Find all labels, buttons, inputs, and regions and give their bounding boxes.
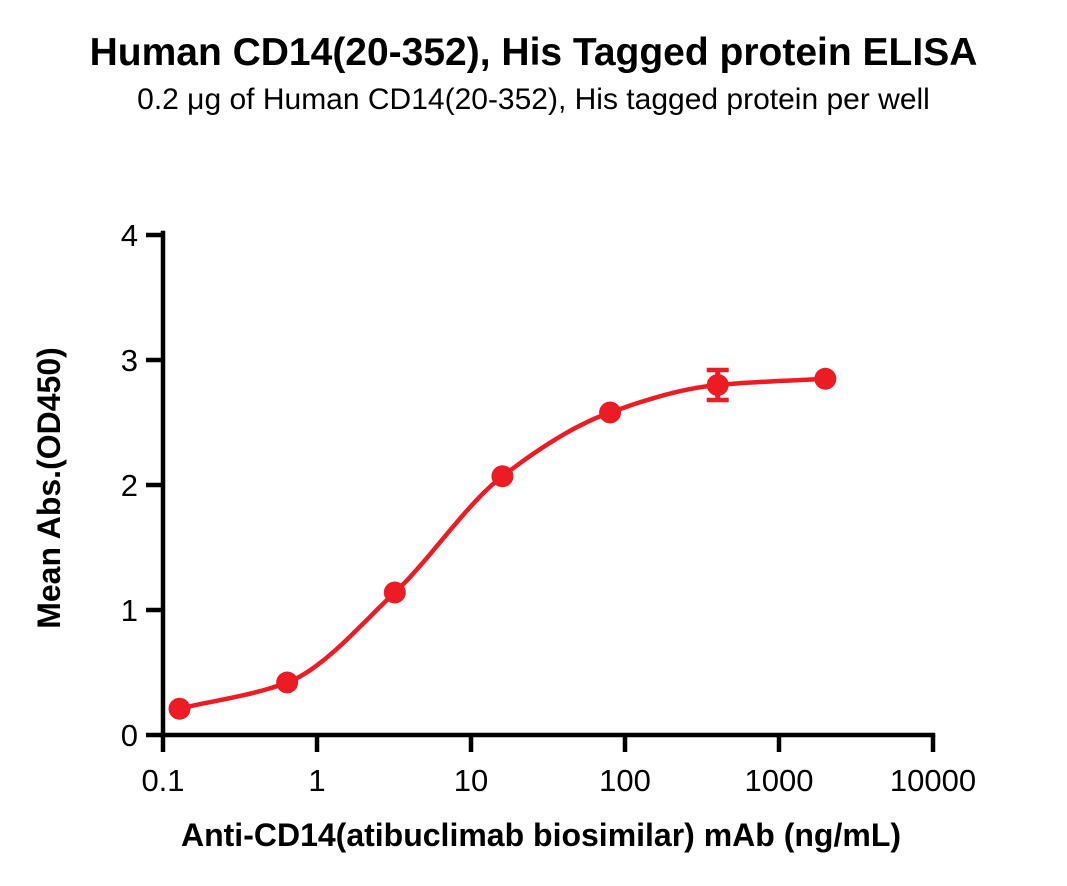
y-tick-label: 2 (121, 468, 138, 503)
data-point (599, 401, 622, 424)
x-axis-label: Anti-CD14(atibuclimab biosimilar) mAb (n… (181, 817, 901, 853)
y-tick-label: 0 (121, 718, 138, 753)
x-tick-label: 10000 (890, 763, 976, 798)
x-tick-label: 1000 (745, 763, 814, 798)
x-tick-label: 1 (308, 763, 325, 798)
data-point (168, 697, 191, 720)
x-tick-label: 100 (599, 763, 651, 798)
y-axis-label: Mean Abs.(OD450) (31, 347, 67, 629)
chart-title: Human CD14(20-352), His Tagged protein E… (89, 31, 978, 74)
x-tick-label: 10 (454, 763, 488, 798)
fit-curve (177, 376, 828, 712)
axis-lines (160, 230, 936, 738)
y-tick-label: 1 (121, 593, 138, 628)
y-tick-label: 3 (121, 343, 138, 378)
data-point (814, 367, 837, 390)
data-point (383, 581, 406, 604)
data-point (491, 465, 514, 488)
x-tick-label: 0.1 (141, 763, 184, 798)
chart-subtitle: 0.2 μg of Human CD14(20-352), His tagged… (137, 83, 930, 116)
data-point (276, 671, 299, 694)
data-point (706, 374, 729, 396)
y-tick-label: 4 (121, 218, 138, 253)
plot-area: 0 1 2 3 4 0.1 1 10 100 1000 10000 (121, 218, 976, 798)
